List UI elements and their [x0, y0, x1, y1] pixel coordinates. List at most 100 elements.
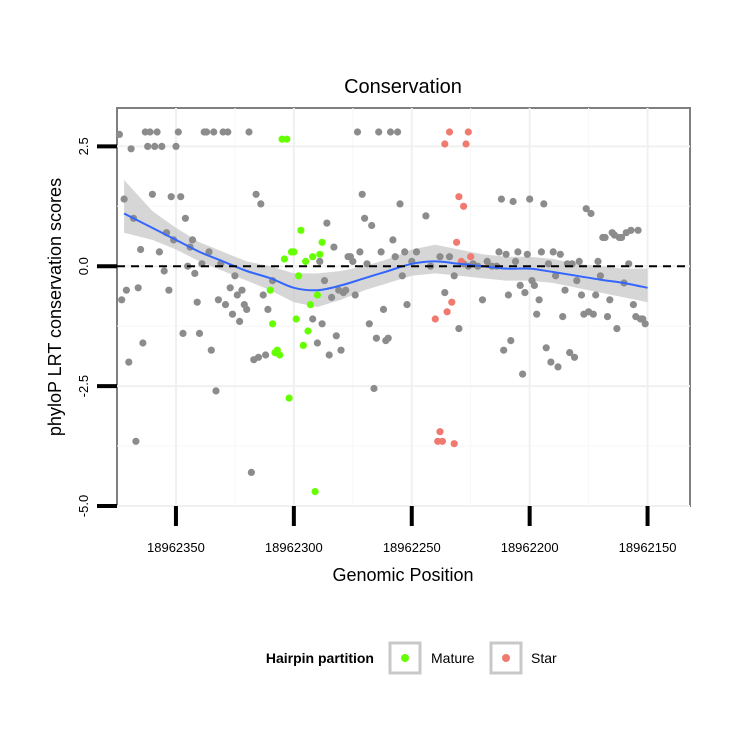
point-mature: [302, 257, 310, 265]
point-other: [122, 286, 130, 294]
point-other: [368, 221, 376, 230]
point-mature: [292, 315, 300, 323]
y-tick-label: -5.0: [76, 495, 91, 517]
x-tick-label: 18962350: [147, 540, 205, 555]
smooth-line-group: [123, 212, 648, 292]
point-star: [450, 440, 458, 448]
point-other: [139, 339, 147, 347]
point-other: [519, 370, 527, 378]
point-star: [445, 128, 454, 136]
point-other: [243, 305, 251, 313]
point-other: [361, 214, 369, 222]
point-other: [556, 250, 564, 258]
point-other: [500, 346, 508, 354]
point-other: [377, 248, 385, 256]
point-mature: [316, 250, 324, 258]
point-star: [462, 140, 470, 148]
x-tick-label: 18962300: [265, 540, 323, 555]
point-mature: [299, 341, 307, 349]
point-other: [561, 286, 569, 294]
data-points-group: [115, 128, 649, 496]
point-star: [464, 128, 472, 136]
point-other: [115, 130, 123, 138]
point-other: [403, 301, 411, 309]
chart-title: Conservation: [344, 76, 462, 98]
point-other: [375, 128, 383, 136]
point-other: [370, 384, 378, 393]
point-other: [247, 468, 255, 476]
point-other: [127, 145, 135, 153]
point-other: [320, 277, 329, 285]
point-other: [155, 248, 163, 256]
point-other: [554, 363, 562, 371]
point-other: [158, 142, 166, 150]
point-other: [618, 233, 626, 242]
point-other: [264, 305, 272, 313]
point-other: [509, 197, 517, 206]
point-other: [137, 245, 145, 254]
point-other: [547, 358, 555, 366]
point-other: [412, 248, 421, 256]
point-other: [386, 128, 395, 136]
point-other: [224, 128, 232, 136]
point-other: [552, 272, 560, 280]
point-other: [203, 128, 211, 136]
point-mature: [290, 248, 298, 256]
point-other: [172, 142, 180, 150]
plot-panel: [116, 107, 691, 507]
point-other: [125, 358, 133, 366]
point-other: [521, 289, 529, 297]
point-other: [570, 353, 579, 361]
point-mature: [266, 286, 274, 294]
point-other: [537, 248, 546, 256]
point-other: [226, 284, 234, 292]
point-other: [398, 272, 406, 280]
point-other: [542, 344, 550, 352]
point-other: [132, 437, 140, 445]
legend-swatch-mature: [401, 654, 409, 662]
point-mature: [318, 238, 326, 246]
point-other: [514, 248, 522, 256]
point-other: [144, 142, 152, 150]
point-other: [523, 250, 531, 258]
point-other: [342, 286, 350, 294]
point-other: [596, 272, 605, 280]
point-other: [422, 212, 430, 220]
x-axis-label: Genomic Position: [332, 565, 473, 585]
point-other: [384, 334, 392, 342]
point-other: [577, 291, 586, 299]
point-other: [530, 281, 539, 289]
point-star: [467, 253, 475, 261]
point-other: [365, 320, 373, 328]
point-other: [316, 257, 324, 265]
point-other: [207, 346, 215, 354]
point-other: [193, 298, 201, 306]
point-other: [210, 128, 218, 136]
point-mature: [280, 255, 288, 263]
grid-lines: [117, 108, 690, 507]
point-star: [455, 193, 463, 201]
point-star: [448, 298, 456, 306]
point-other: [497, 195, 505, 203]
point-mature: [285, 394, 293, 402]
point-other: [236, 317, 244, 325]
point-mature: [283, 135, 291, 143]
point-other: [587, 209, 595, 218]
point-other: [516, 281, 524, 289]
y-axis-label: phyloP LRT conservation scores: [45, 178, 65, 436]
point-other: [309, 315, 317, 323]
legend-title: Hairpin partition: [266, 650, 374, 666]
point-mature: [311, 488, 319, 496]
point-other: [575, 257, 583, 265]
point-other: [191, 269, 199, 277]
point-other: [641, 320, 649, 328]
point-other: [188, 236, 197, 244]
point-other: [254, 353, 263, 361]
point-other: [349, 257, 357, 265]
point-other: [495, 248, 503, 256]
point-other: [544, 260, 553, 268]
point-other: [351, 291, 359, 299]
point-other: [252, 190, 260, 198]
legend-label-mature: Mature: [431, 650, 475, 666]
